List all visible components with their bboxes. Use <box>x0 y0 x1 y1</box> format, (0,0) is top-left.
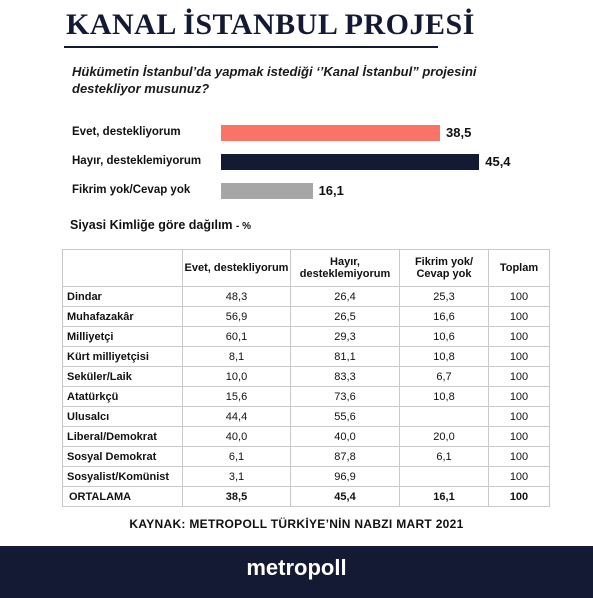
table-cell: 10,6 <box>399 326 489 347</box>
column-header: Hayır, desteklemiyorum <box>290 249 400 287</box>
table-cell: 38,5 <box>182 486 291 507</box>
table-row: Atatürkçü 15,6 73,6 10,8 100 <box>62 386 550 407</box>
table-row: Muhafazakâr 56,9 26,5 16,6 100 <box>62 306 550 327</box>
table-cell: 100 <box>488 366 550 387</box>
table-cell: 100 <box>488 326 550 347</box>
table-subtitle-text: Siyasi Kimliğe göre dağılım <box>70 218 233 232</box>
row-label: ORTALAMA <box>62 486 183 507</box>
average-row: ORTALAMA 38,5 45,4 16,1 100 <box>62 486 550 507</box>
table-cell <box>399 406 489 427</box>
row-label: Sosyal Demokrat <box>62 446 183 467</box>
table-subtitle: Siyasi Kimliğe göre dağılım - % <box>70 218 251 232</box>
table-cell: 40,0 <box>290 426 400 447</box>
bar-value-label: 16,1 <box>318 183 344 198</box>
page-title: KANAL İSTANBUL PROJESİ <box>66 8 475 41</box>
source-note: KAYNAK: METROPOLL TÜRKİYE’NİN NABZI MART… <box>129 517 464 531</box>
table-cell: 15,6 <box>182 386 291 407</box>
row-label: Dindar <box>62 286 183 307</box>
table-cell: 100 <box>488 386 550 407</box>
table-row: Liberal/Demokrat 40,0 40,0 20,0 100 <box>62 426 550 447</box>
column-header: Evet, destekliyorum <box>182 249 291 287</box>
table-row: Ulusalcı 44,4 55,6 100 <box>62 406 550 427</box>
table-cell: 45,4 <box>290 486 400 507</box>
table-cell: 96,9 <box>290 466 400 487</box>
table-row: Sosyalist/Komünist 3,1 96,9 100 <box>62 466 550 487</box>
title-underline <box>64 46 438 48</box>
survey-question: Hükümetin İstanbul’da yapmak istediği ‘’… <box>72 64 477 96</box>
table-cell: 55,6 <box>290 406 400 427</box>
table-cell: 3,1 <box>182 466 291 487</box>
row-label: Atatürkçü <box>62 386 183 407</box>
bar <box>221 154 480 170</box>
table-cell: 6,1 <box>399 446 489 467</box>
table-cell: 10,8 <box>399 346 489 367</box>
table-cell: 56,9 <box>182 306 291 327</box>
table-cell: 100 <box>488 486 550 507</box>
column-header: Fikrim yok/ Cevap yok <box>399 249 489 287</box>
footer-band: metropoll <box>0 546 593 598</box>
table-cell: 73,6 <box>290 386 400 407</box>
table-cell: 25,3 <box>399 286 489 307</box>
table-header-row: Evet, destekliyorum Hayır, desteklemiyoru… <box>62 249 550 287</box>
table-cell: 100 <box>488 426 550 447</box>
table-cell <box>399 466 489 487</box>
table-cell: 48,3 <box>182 286 291 307</box>
table-cell: 10,8 <box>399 386 489 407</box>
row-label: Muhafazakâr <box>62 306 183 327</box>
table-cell: 6,1 <box>182 446 291 467</box>
table-cell: 26,5 <box>290 306 400 327</box>
bar-label: Hayır, desteklemiyorum <box>72 155 202 167</box>
row-label: Milliyetçi <box>62 326 183 347</box>
table-cell: 83,3 <box>290 366 400 387</box>
bar-label: Fikrim yok/Cevap yok <box>72 184 191 196</box>
table-cell: 87,8 <box>290 446 400 467</box>
table-cell: 10,0 <box>182 366 291 387</box>
column-header <box>62 249 183 287</box>
table-cell: 100 <box>488 446 550 467</box>
table-cell: 20,0 <box>399 426 489 447</box>
table-cell: 8,1 <box>182 346 291 367</box>
table-cell: 100 <box>488 286 550 307</box>
brand-logo: metropoll <box>246 555 347 580</box>
political-identity-table: Evet, destekliyorum Hayır, desteklemiyoru… <box>62 249 550 507</box>
bar-label: Evet, destekliyorum <box>72 126 181 138</box>
table-cell: 16,6 <box>399 306 489 327</box>
table-row: Kürt milliyetçisi 8,1 81,1 10,8 100 <box>62 346 550 367</box>
bar-value-label: 38,5 <box>446 125 472 140</box>
row-label: Ulusalcı <box>62 406 183 427</box>
table-cell: 26,4 <box>290 286 400 307</box>
row-label: Liberal/Demokrat <box>62 426 183 447</box>
bar <box>221 183 313 199</box>
table-cell: 100 <box>488 406 550 427</box>
table-cell: 29,3 <box>290 326 400 347</box>
table-row: Milliyetçi 60,1 29,3 10,6 100 <box>62 326 550 347</box>
table-row: Sosyal Demokrat 6,1 87,8 6,1 100 <box>62 446 550 467</box>
table-row: Seküler/Laik 10,0 83,3 6,7 100 <box>62 366 550 387</box>
table-cell: 60,1 <box>182 326 291 347</box>
bar <box>221 125 440 141</box>
row-label: Seküler/Laik <box>62 366 183 387</box>
bar-value-label: 45,4 <box>485 154 511 169</box>
row-label: Kürt milliyetçisi <box>62 346 183 367</box>
table-cell: 100 <box>488 306 550 327</box>
row-label: Sosyalist/Komünist <box>62 466 183 487</box>
table-row: Dindar 48,3 26,4 25,3 100 <box>62 286 550 307</box>
table-cell: 16,1 <box>399 486 489 507</box>
table-cell: 100 <box>488 346 550 367</box>
table-cell: 40,0 <box>182 426 291 447</box>
table-subtitle-unit: - % <box>236 221 252 232</box>
table-cell: 81,1 <box>290 346 400 367</box>
column-header: Toplam <box>488 249 550 287</box>
table-cell: 6,7 <box>399 366 489 387</box>
table-cell: 44,4 <box>182 406 291 427</box>
table-cell: 100 <box>488 466 550 487</box>
